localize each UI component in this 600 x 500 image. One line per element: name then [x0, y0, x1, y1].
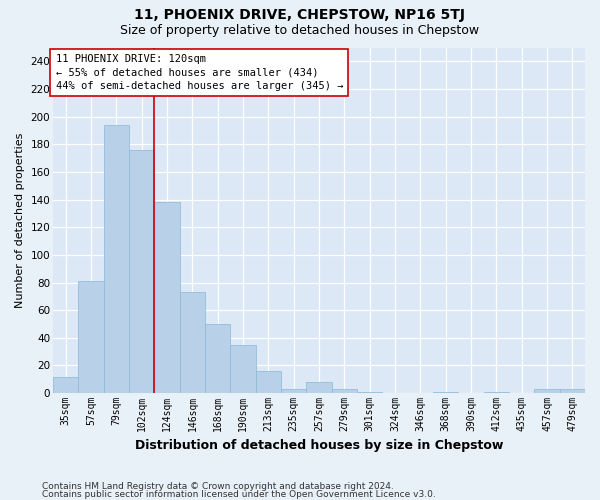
Y-axis label: Number of detached properties: Number of detached properties: [15, 132, 25, 308]
Bar: [154, 202, 180, 393]
Text: Contains public sector information licensed under the Open Government Licence v3: Contains public sector information licen…: [42, 490, 436, 499]
Bar: [307, 382, 332, 393]
Bar: [332, 389, 357, 393]
Text: 11, PHOENIX DRIVE, CHEPSTOW, NP16 5TJ: 11, PHOENIX DRIVE, CHEPSTOW, NP16 5TJ: [134, 8, 466, 22]
Bar: [281, 389, 307, 393]
Bar: [560, 389, 585, 393]
X-axis label: Distribution of detached houses by size in Chepstow: Distribution of detached houses by size …: [135, 440, 503, 452]
Text: Size of property relative to detached houses in Chepstow: Size of property relative to detached ho…: [121, 24, 479, 37]
Bar: [180, 292, 205, 393]
Bar: [484, 392, 509, 393]
Bar: [535, 389, 560, 393]
Bar: [53, 376, 79, 393]
Bar: [357, 392, 382, 393]
Bar: [433, 392, 458, 393]
Bar: [230, 344, 256, 393]
Text: Contains HM Land Registry data © Crown copyright and database right 2024.: Contains HM Land Registry data © Crown c…: [42, 482, 394, 491]
Bar: [104, 125, 129, 393]
Bar: [205, 324, 230, 393]
Bar: [79, 281, 104, 393]
Bar: [256, 371, 281, 393]
Text: 11 PHOENIX DRIVE: 120sqm
← 55% of detached houses are smaller (434)
44% of semi-: 11 PHOENIX DRIVE: 120sqm ← 55% of detach…: [56, 54, 343, 91]
Bar: [129, 150, 154, 393]
